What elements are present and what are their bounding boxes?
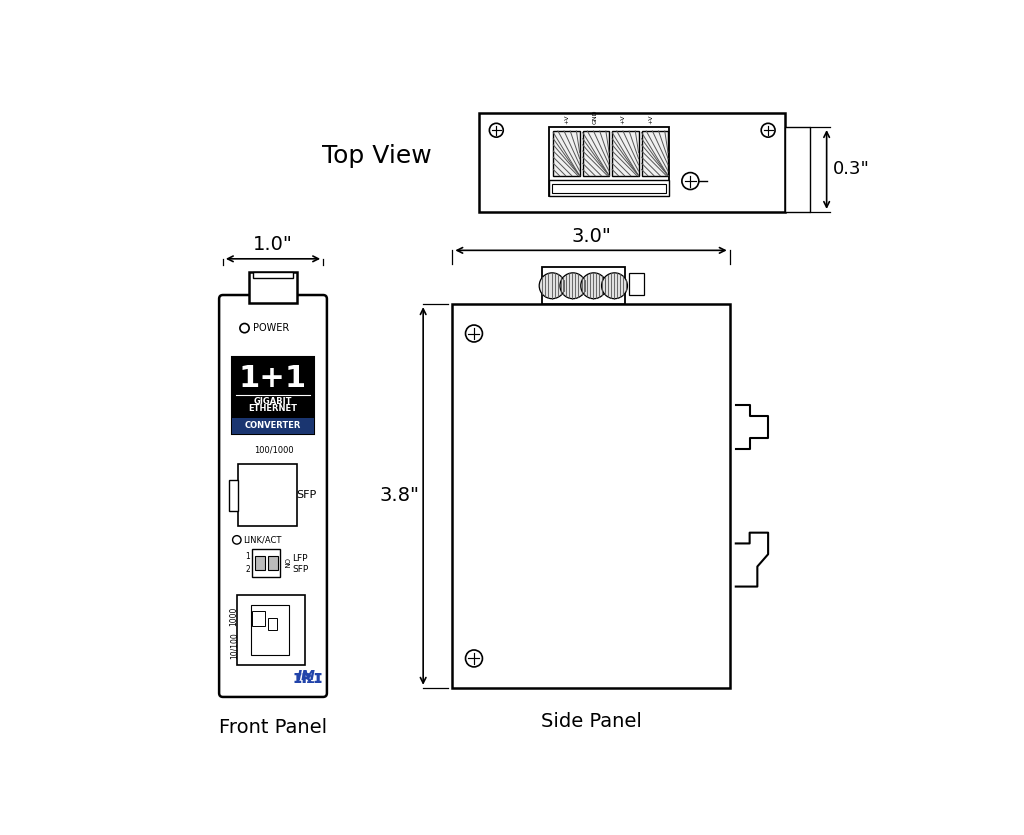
Bar xyxy=(553,131,580,175)
Text: GND: GND xyxy=(593,109,598,124)
Bar xyxy=(479,114,785,212)
Text: 10/100: 10/100 xyxy=(229,632,239,659)
Text: ETHERNET: ETHERNET xyxy=(249,404,298,413)
Text: 1+1: 1+1 xyxy=(239,364,307,393)
Text: Front Panel: Front Panel xyxy=(219,718,327,736)
Text: SFP: SFP xyxy=(297,490,316,500)
Text: LINK/ACT: LINK/ACT xyxy=(243,535,282,544)
Text: +V: +V xyxy=(648,114,653,124)
Text: +V: +V xyxy=(621,114,626,124)
Bar xyxy=(267,619,276,630)
Text: 2: 2 xyxy=(245,564,250,574)
Circle shape xyxy=(560,273,586,299)
Bar xyxy=(629,273,644,295)
Text: ON: ON xyxy=(283,558,288,569)
Bar xyxy=(252,610,264,626)
Bar xyxy=(583,131,609,175)
Text: 100/1000: 100/1000 xyxy=(254,445,294,454)
Bar xyxy=(232,418,313,433)
Bar xyxy=(453,304,730,688)
Bar xyxy=(785,127,810,212)
FancyBboxPatch shape xyxy=(219,295,327,697)
Bar xyxy=(232,357,313,433)
Bar xyxy=(642,131,668,175)
Bar xyxy=(255,556,264,570)
Text: 3.0": 3.0" xyxy=(571,227,611,245)
Text: POWER: POWER xyxy=(253,323,289,333)
Text: 0.3": 0.3" xyxy=(833,160,869,179)
Text: +V: +V xyxy=(565,114,569,124)
Circle shape xyxy=(581,273,606,299)
Bar xyxy=(550,180,669,196)
Bar xyxy=(552,185,667,194)
Bar xyxy=(237,595,304,665)
Text: 1000: 1000 xyxy=(229,606,239,625)
Text: Side Panel: Side Panel xyxy=(541,712,641,731)
Circle shape xyxy=(601,273,628,299)
Bar xyxy=(249,272,297,303)
Text: ɪʀɪ: ɪʀɪ xyxy=(292,669,324,686)
Circle shape xyxy=(540,273,565,299)
Bar xyxy=(239,464,297,526)
Bar xyxy=(267,556,278,570)
Text: Top View: Top View xyxy=(323,144,432,168)
Bar xyxy=(253,272,293,278)
Bar xyxy=(252,549,280,577)
Bar xyxy=(229,480,239,511)
Text: CONVERTER: CONVERTER xyxy=(245,422,301,430)
Text: GIGABIT: GIGABIT xyxy=(254,397,292,406)
Bar xyxy=(550,127,669,196)
Text: 3.8": 3.8" xyxy=(379,487,419,505)
Bar xyxy=(612,131,639,175)
Text: 1: 1 xyxy=(245,552,250,561)
Bar xyxy=(542,267,625,304)
Text: SFP: SFP xyxy=(292,564,308,574)
Text: 1.0": 1.0" xyxy=(253,235,293,254)
Text: LFP: LFP xyxy=(292,554,308,563)
Text: IM̲: IM̲ xyxy=(297,669,315,683)
Bar xyxy=(251,605,289,655)
